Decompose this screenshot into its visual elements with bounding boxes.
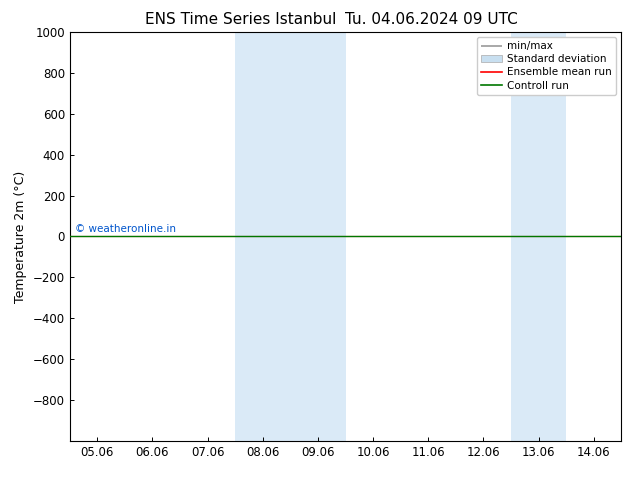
Y-axis label: Temperature 2m (°C): Temperature 2m (°C): [14, 171, 27, 302]
Bar: [235, 32, 346, 441]
Text: © weatheronline.in: © weatheronline.in: [75, 224, 176, 234]
Text: Tu. 04.06.2024 09 UTC: Tu. 04.06.2024 09 UTC: [345, 12, 517, 27]
Bar: [511, 32, 566, 441]
Text: ENS Time Series Istanbul: ENS Time Series Istanbul: [145, 12, 337, 27]
Legend: min/max, Standard deviation, Ensemble mean run, Controll run: min/max, Standard deviation, Ensemble me…: [477, 37, 616, 95]
